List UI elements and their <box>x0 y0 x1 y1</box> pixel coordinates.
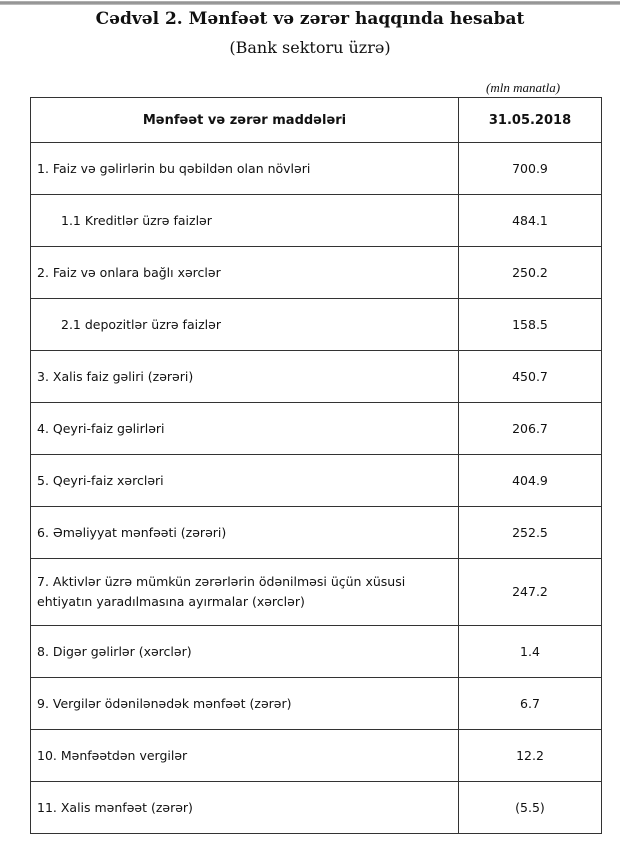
top-rule <box>0 1 620 5</box>
table-row: 3. Xalis faiz gəliri (zərəri) 450.7 <box>30 350 602 403</box>
page-title: Cədvəl 2. Mənfəət və zərər haqqında hesa… <box>95 9 525 29</box>
row-value: 450.7 <box>458 350 602 403</box>
table-row: 2.1 depozitlər üzrə faizlər 158.5 <box>30 298 602 351</box>
row-label: 11. Xalis mənfəət (zərər) <box>30 781 459 834</box>
row-label: 10. Mənfəətdən vergilər <box>30 729 459 782</box>
row-label: 3. Xalis faiz gəliri (zərəri) <box>30 350 459 403</box>
row-label: 8. Digər gəlirlər (xərclər) <box>30 625 459 678</box>
table-row: 5. Qeyri-faiz xərcləri 404.9 <box>30 454 602 507</box>
table-row: 2. Faiz və onlara bağlı xərclər 250.2 <box>30 246 602 299</box>
table-row: 1. Faiz və gəlirlərin bu qəbildən olan n… <box>30 142 602 195</box>
row-value: (5.5) <box>458 781 602 834</box>
page-subtitle: (Bank sektoru üzrə) <box>229 38 391 57</box>
row-value: 247.2 <box>458 558 602 626</box>
row-value: 484.1 <box>458 194 602 247</box>
row-label: 6. Əməliyyat mənfəəti (zərəri) <box>30 506 459 559</box>
row-value: 700.9 <box>458 142 602 195</box>
header-row: Mənfəət və zərər maddələri 31.05.2018 <box>30 97 602 143</box>
row-label: 1. Faiz və gəlirlərin bu qəbildən olan n… <box>30 142 459 195</box>
row-label: 1.1 Kreditlər üzrə faizlər <box>30 194 459 247</box>
row-label: 4. Qeyri-faiz gəlirləri <box>30 402 459 455</box>
row-value: 206.7 <box>458 402 602 455</box>
row-value: 1.4 <box>458 625 602 678</box>
row-value: 12.2 <box>458 729 602 782</box>
unit-note: (mln manatla) <box>486 80 561 95</box>
row-value: 404.9 <box>458 454 602 507</box>
table-row: 9. Vergilər ödənilənədək mənfəət (zərər)… <box>30 677 602 730</box>
row-label: 2. Faiz və onlara bağlı xərclər <box>30 246 459 299</box>
table-row: 1.1 Kreditlər üzrə faizlər 484.1 <box>30 194 602 247</box>
row-label: 9. Vergilər ödənilənədək mənfəət (zərər) <box>30 677 459 730</box>
row-value: 250.2 <box>458 246 602 299</box>
table-row: 4. Qeyri-faiz gəlirləri 206.7 <box>30 402 602 455</box>
table-row: 11. Xalis mənfəət (zərər) (5.5) <box>30 781 602 834</box>
row-value: 252.5 <box>458 506 602 559</box>
row-label: 2.1 depozitlər üzrə faizlər <box>30 298 459 351</box>
table-row: 6. Əməliyyat mənfəəti (zərəri) 252.5 <box>30 506 602 559</box>
table-row: 10. Mənfəətdən vergilər 12.2 <box>30 729 602 782</box>
row-label: 5. Qeyri-faiz xərcləri <box>30 454 459 507</box>
row-value: 6.7 <box>458 677 602 730</box>
profit-loss-table: Mənfəət və zərər maddələri 31.05.2018 1.… <box>30 97 602 834</box>
row-value: 158.5 <box>458 298 602 351</box>
table-row: 7. Aktivlər üzrə mümkün zərərlərin ödəni… <box>30 558 602 626</box>
header-date: 31.05.2018 <box>458 97 602 143</box>
table-row: 8. Digər gəlirlər (xərclər) 1.4 <box>30 625 602 678</box>
header-items: Mənfəət və zərər maddələri <box>30 97 459 143</box>
row-label: 7. Aktivlər üzrə mümkün zərərlərin ödəni… <box>30 558 459 626</box>
